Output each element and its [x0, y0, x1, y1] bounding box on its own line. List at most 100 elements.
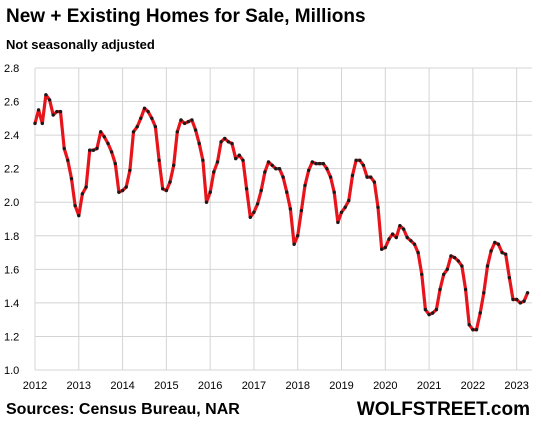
data-point	[259, 188, 263, 193]
data-point	[423, 307, 428, 312]
data-point	[365, 175, 369, 179]
data-point	[460, 264, 464, 268]
data-point	[190, 118, 194, 122]
data-point	[343, 205, 347, 209]
data-point	[241, 158, 245, 162]
data-point	[208, 190, 212, 194]
data-point	[266, 160, 271, 164]
data-point	[146, 109, 150, 114]
data-point	[113, 161, 118, 166]
data-point	[66, 158, 70, 162]
data-point	[496, 242, 501, 246]
data-point	[128, 168, 132, 172]
data-point	[84, 185, 88, 189]
data-point	[445, 267, 449, 271]
chart-subtitle: Not seasonally adjusted	[6, 37, 155, 52]
data-point	[69, 177, 74, 181]
source-note: Sources: Census Bureau, NAR	[6, 401, 240, 418]
data-point	[51, 113, 55, 117]
data-point	[405, 235, 409, 240]
data-point	[88, 148, 92, 152]
data-point	[182, 121, 187, 126]
data-point	[215, 160, 220, 164]
data-point	[62, 146, 66, 151]
data-point	[153, 125, 158, 129]
data-point	[219, 140, 223, 144]
y-tick-label: 1.6	[4, 264, 19, 276]
data-point	[401, 227, 406, 231]
data-point	[427, 312, 431, 317]
x-tick-label: 2023	[504, 380, 528, 392]
y-tick-label: 1.0	[4, 365, 19, 377]
data-point	[226, 140, 231, 144]
data-point	[237, 153, 241, 157]
data-point	[99, 130, 103, 134]
data-point	[310, 160, 314, 164]
data-point	[109, 150, 114, 154]
data-point	[500, 250, 504, 255]
data-point	[40, 121, 44, 126]
data-point	[420, 272, 424, 277]
data-point	[55, 109, 59, 114]
data-point	[296, 234, 300, 238]
data-point	[175, 130, 179, 134]
data-point	[91, 148, 96, 152]
data-point	[314, 161, 318, 166]
data-point	[339, 210, 344, 214]
data-point	[303, 183, 307, 188]
data-point	[44, 93, 48, 97]
x-tick-label: 2014	[110, 380, 134, 392]
data-point	[412, 242, 417, 246]
data-point	[288, 207, 293, 211]
data-point	[409, 239, 413, 243]
data-point	[463, 287, 468, 292]
data-point	[36, 108, 41, 112]
y-tick-label: 2.8	[4, 63, 19, 75]
data-point	[478, 311, 482, 315]
data-point	[135, 125, 139, 129]
data-point	[307, 168, 311, 172]
data-point	[387, 237, 391, 241]
brand-logo-text: WOLFSTREET.com	[356, 399, 530, 420]
data-point	[317, 161, 322, 166]
data-point	[376, 205, 380, 209]
data-point	[168, 180, 172, 184]
x-tick-label: 2013	[67, 380, 91, 392]
data-point	[204, 200, 209, 204]
data-point	[179, 118, 183, 122]
data-point	[416, 250, 420, 255]
data-point	[522, 299, 526, 303]
data-point	[212, 170, 216, 174]
data-point	[299, 208, 304, 213]
data-point	[274, 167, 278, 171]
data-point	[449, 254, 453, 258]
y-tick-label: 1.4	[4, 298, 19, 310]
data-point	[120, 188, 125, 193]
data-point	[525, 291, 530, 295]
data-point	[354, 158, 358, 162]
y-tick-label: 2.0	[4, 197, 19, 209]
data-point	[244, 187, 249, 191]
data-point	[511, 297, 515, 302]
data-point	[33, 121, 37, 126]
data-point	[186, 120, 190, 124]
data-point	[106, 141, 110, 146]
data-point	[157, 158, 161, 162]
y-tick-label: 1.2	[4, 331, 19, 343]
data-point	[270, 163, 274, 167]
data-point	[328, 175, 333, 179]
data-point	[434, 307, 439, 312]
data-point	[73, 203, 77, 208]
data-point	[332, 190, 336, 194]
data-point	[248, 215, 252, 219]
data-point	[369, 175, 373, 179]
data-point	[467, 323, 471, 327]
x-tick-label: 2015	[154, 380, 178, 392]
data-point	[281, 175, 285, 179]
data-point	[471, 328, 475, 332]
data-point	[117, 190, 121, 194]
data-point	[493, 240, 497, 245]
x-tick-label: 2022	[461, 380, 485, 392]
data-point	[234, 156, 238, 161]
data-point	[193, 128, 198, 132]
